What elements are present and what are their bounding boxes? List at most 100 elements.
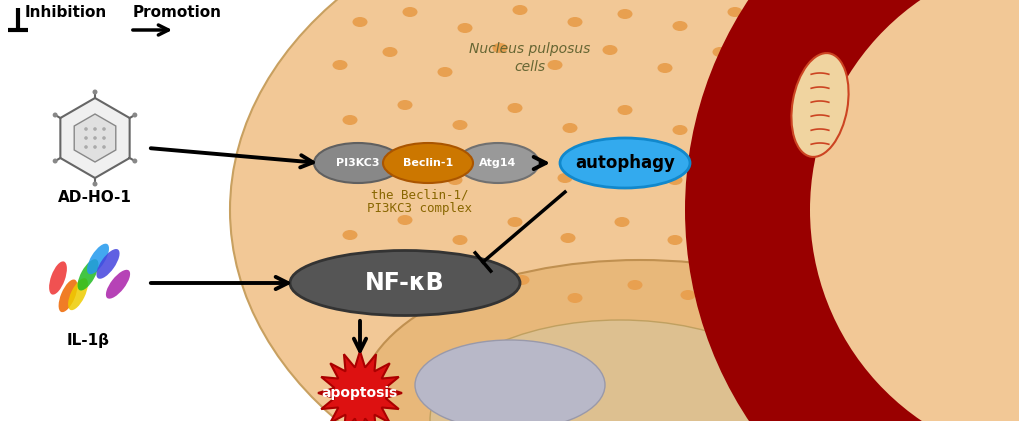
Ellipse shape bbox=[557, 173, 572, 183]
Ellipse shape bbox=[567, 17, 582, 27]
Circle shape bbox=[132, 112, 138, 117]
Ellipse shape bbox=[666, 235, 682, 245]
Text: AD-HO-1: AD-HO-1 bbox=[58, 190, 131, 205]
Ellipse shape bbox=[397, 215, 412, 225]
Ellipse shape bbox=[547, 60, 561, 70]
Circle shape bbox=[85, 127, 88, 131]
Ellipse shape bbox=[97, 249, 119, 279]
Ellipse shape bbox=[514, 275, 529, 285]
Text: IL-1β: IL-1β bbox=[66, 333, 109, 348]
Ellipse shape bbox=[452, 120, 467, 130]
Ellipse shape bbox=[437, 67, 452, 77]
Ellipse shape bbox=[49, 261, 67, 295]
Circle shape bbox=[102, 136, 106, 140]
Ellipse shape bbox=[353, 290, 367, 300]
Circle shape bbox=[93, 127, 97, 131]
Circle shape bbox=[102, 127, 106, 131]
Ellipse shape bbox=[342, 230, 357, 240]
Ellipse shape bbox=[332, 60, 347, 70]
Text: Nucleus pulposus: Nucleus pulposus bbox=[469, 42, 590, 56]
Text: Promotion: Promotion bbox=[132, 5, 222, 20]
Text: autophagy: autophagy bbox=[575, 154, 675, 172]
Text: apoptosis: apoptosis bbox=[322, 386, 397, 400]
Text: Beclin-1: Beclin-1 bbox=[403, 158, 452, 168]
Wedge shape bbox=[809, 0, 1019, 421]
Text: the Beclin-1/: the Beclin-1/ bbox=[371, 188, 469, 201]
Ellipse shape bbox=[613, 217, 629, 227]
Ellipse shape bbox=[360, 260, 919, 421]
Circle shape bbox=[53, 158, 58, 163]
Ellipse shape bbox=[791, 53, 848, 157]
Text: PI3KC3 complex: PI3KC3 complex bbox=[367, 202, 472, 215]
Circle shape bbox=[93, 181, 98, 187]
Ellipse shape bbox=[447, 175, 462, 185]
Ellipse shape bbox=[353, 17, 367, 27]
Ellipse shape bbox=[611, 158, 627, 168]
Text: Atg14: Atg14 bbox=[479, 158, 517, 168]
Ellipse shape bbox=[460, 293, 475, 303]
Ellipse shape bbox=[229, 0, 1019, 421]
Circle shape bbox=[132, 158, 138, 163]
Text: NF-κB: NF-κB bbox=[365, 271, 444, 295]
Ellipse shape bbox=[337, 170, 353, 180]
Ellipse shape bbox=[507, 217, 522, 227]
Circle shape bbox=[85, 136, 88, 140]
Ellipse shape bbox=[712, 47, 727, 57]
Ellipse shape bbox=[560, 233, 575, 243]
Ellipse shape bbox=[616, 9, 632, 19]
Ellipse shape bbox=[727, 110, 742, 120]
Ellipse shape bbox=[415, 340, 604, 421]
Ellipse shape bbox=[727, 7, 742, 17]
Ellipse shape bbox=[452, 235, 467, 245]
Ellipse shape bbox=[289, 250, 520, 315]
Ellipse shape bbox=[507, 103, 522, 113]
Ellipse shape bbox=[762, 67, 776, 77]
Ellipse shape bbox=[403, 7, 417, 17]
Text: cells: cells bbox=[514, 60, 545, 74]
Ellipse shape bbox=[457, 143, 538, 183]
Ellipse shape bbox=[627, 280, 642, 290]
Ellipse shape bbox=[559, 138, 689, 188]
Ellipse shape bbox=[382, 47, 397, 57]
Ellipse shape bbox=[392, 157, 408, 167]
Text: Inhibition: Inhibition bbox=[25, 5, 107, 20]
Ellipse shape bbox=[776, 23, 792, 33]
Ellipse shape bbox=[561, 123, 577, 133]
Ellipse shape bbox=[106, 270, 130, 298]
Wedge shape bbox=[685, 0, 1019, 421]
Ellipse shape bbox=[382, 143, 473, 183]
Ellipse shape bbox=[458, 23, 472, 33]
Ellipse shape bbox=[616, 105, 632, 115]
Ellipse shape bbox=[719, 159, 735, 169]
Polygon shape bbox=[318, 351, 401, 421]
Circle shape bbox=[53, 112, 58, 117]
Ellipse shape bbox=[832, 13, 847, 23]
Text: PI3KC3: PI3KC3 bbox=[336, 158, 379, 168]
Ellipse shape bbox=[657, 63, 672, 73]
Ellipse shape bbox=[58, 280, 77, 312]
Ellipse shape bbox=[719, 220, 735, 230]
Circle shape bbox=[93, 145, 97, 149]
Ellipse shape bbox=[680, 290, 695, 300]
Circle shape bbox=[93, 136, 97, 140]
Ellipse shape bbox=[602, 45, 616, 55]
Ellipse shape bbox=[502, 155, 517, 165]
Ellipse shape bbox=[397, 100, 412, 110]
Ellipse shape bbox=[776, 125, 792, 135]
Circle shape bbox=[102, 145, 106, 149]
Ellipse shape bbox=[342, 115, 357, 125]
Ellipse shape bbox=[408, 273, 422, 283]
Circle shape bbox=[93, 90, 98, 94]
Ellipse shape bbox=[672, 125, 687, 135]
Ellipse shape bbox=[492, 43, 507, 53]
Ellipse shape bbox=[672, 21, 687, 31]
Polygon shape bbox=[74, 114, 116, 162]
Ellipse shape bbox=[314, 143, 401, 183]
Ellipse shape bbox=[567, 293, 582, 303]
Ellipse shape bbox=[430, 320, 809, 421]
Ellipse shape bbox=[77, 259, 99, 290]
Circle shape bbox=[85, 145, 88, 149]
Ellipse shape bbox=[68, 278, 88, 310]
Ellipse shape bbox=[87, 244, 109, 274]
Ellipse shape bbox=[666, 175, 682, 185]
